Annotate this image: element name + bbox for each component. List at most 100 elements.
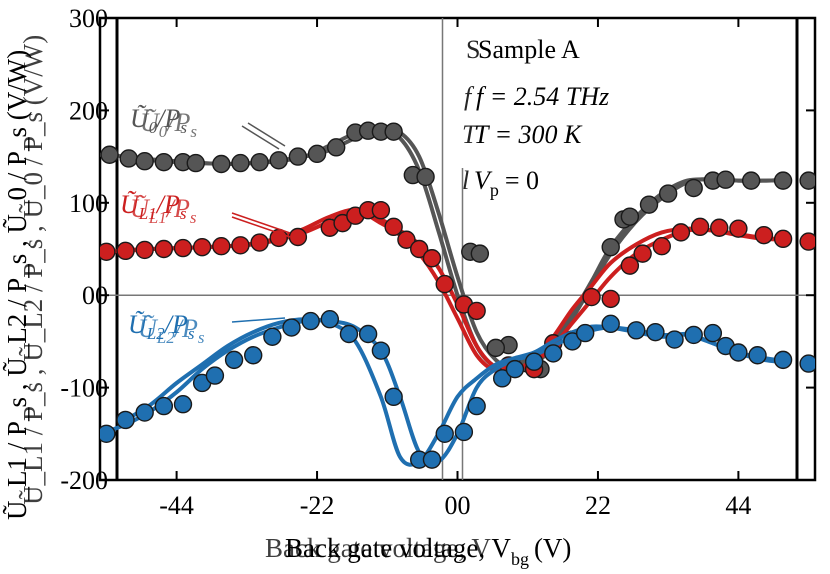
data-point <box>652 237 671 256</box>
data-point <box>658 184 678 203</box>
data-point <box>384 217 403 237</box>
series-label-ul2-rest-ghost: /P <box>173 314 198 343</box>
y-tick-label: 100 <box>69 189 108 218</box>
data-point <box>773 350 793 370</box>
data-point <box>633 244 652 263</box>
svg-text:ŨL2/Ps: ŨL2/Ps <box>138 314 205 347</box>
svg-text:Ũ0/Ps: Ũ0/Ps <box>140 108 197 141</box>
series-layer <box>100 121 815 469</box>
svg-text:Ũ_L1 / P_s , Ũ_L2 / P_s , Ũ_0: Ũ_L1 / P_s , Ũ_L2 / P_s , Ũ_0 / P_s (V/W… <box>2 50 32 520</box>
svg-text:ŨL2/Ps: ŨL2/Ps <box>128 310 195 343</box>
svg-text:Ũ_L1 / P_s , Ũ_L2 / P_s , Ũ_0: Ũ_L1 / P_s , Ũ_L2 / P_s , Ũ_0 / P_s (V/W… <box>18 35 48 505</box>
data-point <box>250 152 269 172</box>
x-axis-title-text: Back gate voltage, V <box>285 533 511 563</box>
data-point <box>100 145 119 164</box>
data-point <box>231 153 250 173</box>
data-point <box>563 332 582 351</box>
data-point <box>288 147 308 166</box>
annotation-frequency: f = 2.54 THz <box>476 82 609 111</box>
data-point <box>422 450 442 469</box>
series-label-ul2: ŨL2/Ps ŨL2/Ps <box>128 310 286 347</box>
data-point <box>748 346 767 365</box>
data-point <box>799 354 815 373</box>
data-point <box>397 230 416 249</box>
series-label-ul1-sub2: s <box>180 204 187 223</box>
data-point <box>601 314 620 334</box>
data-point <box>799 232 815 251</box>
annotation-vp-value: = 0 <box>505 166 539 195</box>
data-point <box>690 217 710 237</box>
data-point <box>416 167 435 187</box>
series-label-u0-leader-2 <box>241 125 280 150</box>
series-label-u0-leader <box>247 122 286 147</box>
x-tick-label: -44 <box>159 491 194 520</box>
annotation-temperature: T = 300 K <box>474 120 583 149</box>
series-label-u0-sub2: s <box>180 118 187 137</box>
data-point <box>684 178 703 198</box>
data-point <box>288 227 308 247</box>
data-point <box>154 152 174 172</box>
data-point <box>773 229 793 249</box>
series-label-ul2-main: Ũ <box>128 310 149 339</box>
x-axis-title-unit: (V) <box>534 533 571 563</box>
data-point <box>212 237 231 256</box>
x-tick-label: -22 <box>300 491 335 520</box>
data-point <box>173 238 193 258</box>
data-point <box>544 344 563 363</box>
data-point <box>100 424 116 443</box>
data-point <box>620 256 640 275</box>
annotation-vp-sub: p <box>490 180 499 200</box>
y-tick-label: 300 <box>69 4 108 33</box>
series-label-ul2-sub: L2 <box>146 324 165 343</box>
data-point <box>135 240 154 260</box>
series-label-ul1-sub-ghost: L1 <box>148 208 167 227</box>
series-label-u0-main: Ũ <box>130 104 151 133</box>
data-point <box>173 395 193 414</box>
series-label-ul2-main-ghost: Ũ <box>138 314 159 343</box>
data-point <box>627 321 646 340</box>
y-axis-title-text: Ũ_L1 / P_s , Ũ_L2 / P_s , Ũ_0 / P_s (V/W… <box>2 50 32 520</box>
series-label-ul2-sub2-ghost: s <box>198 328 205 347</box>
data-point <box>601 237 620 257</box>
y-axis-title-ghost: Ũ_L1 / P_s , Ũ_L2 / P_s , Ũ_0 / P_s (V/W… <box>18 35 48 505</box>
data-point <box>384 387 403 407</box>
svg-text:ŨL1/Ps: ŨL1/Ps <box>130 194 197 227</box>
x-axis-title-ghost: Back gate voltage, V <box>265 533 491 563</box>
data-point <box>505 359 525 379</box>
data-point <box>646 322 665 342</box>
svg-text:l: l <box>462 166 469 195</box>
data-point <box>224 350 244 370</box>
data-point <box>371 341 391 360</box>
series-label-ul1-rest: /P <box>155 190 180 219</box>
data-point <box>327 138 346 157</box>
data-point <box>435 424 454 443</box>
svg-text:S: S <box>466 35 480 64</box>
series-label-u0-sub: 0 <box>149 118 158 137</box>
series-label-u0-main-ghost: Ũ <box>140 108 161 137</box>
series-label-ul1-leader-2 <box>231 216 291 238</box>
x-tick-label: 22 <box>585 491 611 520</box>
data-point <box>486 338 506 358</box>
svg-text:ŨL1/Ps: ŨL1/Ps <box>120 190 187 223</box>
svg-text:T: T <box>462 120 478 149</box>
data-point <box>492 369 512 388</box>
series-label-ul1-sub2-ghost: s <box>190 208 197 227</box>
svg-text:Back gate voltage, V: Back gate voltage, V <box>265 533 491 563</box>
series-label-ul1-main-ghost: Ũ <box>130 194 151 223</box>
x-axis-title: Back gate voltage, V Back gate voltage, … <box>265 533 571 569</box>
series-label-u0-sub-ghost: 0 <box>159 122 168 141</box>
data-point <box>231 236 250 255</box>
data-point <box>212 154 231 174</box>
series-label-ul1-leader <box>231 212 291 234</box>
data-point <box>467 396 486 416</box>
series-ul2 <box>100 310 815 469</box>
x-axis-title-sub: bg <box>511 549 529 569</box>
series-label-ul2-sub-ghost: L2 <box>156 328 175 347</box>
data-point <box>269 151 288 170</box>
y-tick-label: 00 <box>82 281 108 310</box>
series-label-u0-rest-ghost: /P <box>165 108 190 137</box>
x-tick-label: 00 <box>445 491 471 520</box>
axis-ticks: -44 -22 00 22 44 -200 -100 00 100 200 300 <box>60 4 815 520</box>
data-point <box>639 195 659 214</box>
